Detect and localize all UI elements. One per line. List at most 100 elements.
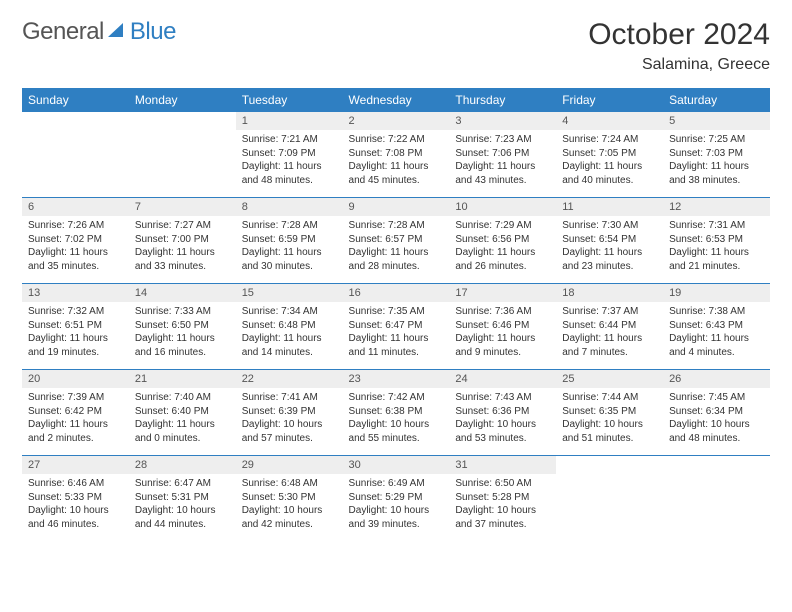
sunrise-text: Sunrise: 7:29 AM [455, 219, 550, 233]
daylight-text: and 40 minutes. [562, 174, 657, 188]
day-number: 31 [449, 456, 556, 474]
sunset-text: Sunset: 7:08 PM [349, 147, 444, 161]
daylight-text: and 19 minutes. [28, 346, 123, 360]
sunset-text: Sunset: 7:09 PM [242, 147, 337, 161]
day-number: 5 [663, 112, 770, 130]
daylight-text: Daylight: 10 hours [28, 504, 123, 518]
day-number [22, 112, 129, 130]
location-label: Salamina, Greece [588, 56, 770, 74]
sunrise-text: Sunrise: 7:31 AM [669, 219, 764, 233]
daylight-text: and 51 minutes. [562, 432, 657, 446]
day-number: 23 [343, 370, 450, 388]
day-cell: Sunrise: 6:48 AMSunset: 5:30 PMDaylight:… [236, 474, 343, 541]
weekday-header: Saturday [663, 89, 770, 112]
calendar-table: Sunday Monday Tuesday Wednesday Thursday… [22, 88, 770, 541]
sunrise-text: Sunrise: 7:24 AM [562, 133, 657, 147]
sunset-text: Sunset: 6:48 PM [242, 319, 337, 333]
day-number: 11 [556, 198, 663, 216]
day-cell: Sunrise: 7:34 AMSunset: 6:48 PMDaylight:… [236, 302, 343, 369]
daylight-text: and 16 minutes. [135, 346, 230, 360]
daylight-text: and 45 minutes. [349, 174, 444, 188]
day-cell: Sunrise: 7:42 AMSunset: 6:38 PMDaylight:… [343, 388, 450, 455]
sunset-text: Sunset: 5:28 PM [455, 491, 550, 505]
daylight-text: and 39 minutes. [349, 518, 444, 532]
daylight-text: and 28 minutes. [349, 260, 444, 274]
sunset-text: Sunset: 6:38 PM [349, 405, 444, 419]
day-cell: Sunrise: 7:27 AMSunset: 7:00 PMDaylight:… [129, 216, 236, 283]
day-number: 24 [449, 370, 556, 388]
sunset-text: Sunset: 5:31 PM [135, 491, 230, 505]
daynum-row: 13141516171819 [22, 284, 770, 303]
day-number: 25 [556, 370, 663, 388]
sunset-text: Sunset: 6:35 PM [562, 405, 657, 419]
day-number: 18 [556, 284, 663, 302]
day-number: 9 [343, 198, 450, 216]
sunset-text: Sunset: 7:06 PM [455, 147, 550, 161]
day-number: 14 [129, 284, 236, 302]
sunrise-text: Sunrise: 7:44 AM [562, 391, 657, 405]
sunrise-text: Sunrise: 7:27 AM [135, 219, 230, 233]
day-cell: Sunrise: 7:41 AMSunset: 6:39 PMDaylight:… [236, 388, 343, 455]
daylight-text: Daylight: 11 hours [135, 246, 230, 260]
daylight-text: and 2 minutes. [28, 432, 123, 446]
sunset-text: Sunset: 6:34 PM [669, 405, 764, 419]
daylight-text: Daylight: 10 hours [135, 504, 230, 518]
sunset-text: Sunset: 6:56 PM [455, 233, 550, 247]
day-number: 8 [236, 198, 343, 216]
daylight-text: and 43 minutes. [455, 174, 550, 188]
day-cell [129, 130, 236, 196]
sunrise-text: Sunrise: 7:28 AM [349, 219, 444, 233]
sunrise-text: Sunrise: 7:22 AM [349, 133, 444, 147]
daylight-text: Daylight: 11 hours [135, 418, 230, 432]
day-cell: Sunrise: 7:21 AMSunset: 7:09 PMDaylight:… [236, 130, 343, 197]
sunrise-text: Sunrise: 7:30 AM [562, 219, 657, 233]
day-cell: Sunrise: 7:31 AMSunset: 6:53 PMDaylight:… [663, 216, 770, 283]
daylight-text: Daylight: 11 hours [28, 332, 123, 346]
sunset-text: Sunset: 6:50 PM [135, 319, 230, 333]
sunset-text: Sunset: 6:39 PM [242, 405, 337, 419]
daylight-text: and 26 minutes. [455, 260, 550, 274]
day-number: 10 [449, 198, 556, 216]
daylight-text: and 48 minutes. [669, 432, 764, 446]
day-number: 21 [129, 370, 236, 388]
daylight-text: Daylight: 11 hours [669, 246, 764, 260]
sunrise-text: Sunrise: 7:43 AM [455, 391, 550, 405]
daylight-text: Daylight: 11 hours [28, 418, 123, 432]
day-number: 17 [449, 284, 556, 302]
day-cell: Sunrise: 7:40 AMSunset: 6:40 PMDaylight:… [129, 388, 236, 455]
sunset-text: Sunset: 6:53 PM [669, 233, 764, 247]
daybody-row: Sunrise: 7:26 AMSunset: 7:02 PMDaylight:… [22, 216, 770, 284]
day-cell: Sunrise: 6:47 AMSunset: 5:31 PMDaylight:… [129, 474, 236, 541]
sunrise-text: Sunrise: 7:40 AM [135, 391, 230, 405]
sunrise-text: Sunrise: 7:32 AM [28, 305, 123, 319]
weekday-header-row: Sunday Monday Tuesday Wednesday Thursday… [22, 89, 770, 112]
daylight-text: and 21 minutes. [669, 260, 764, 274]
sunrise-text: Sunrise: 7:38 AM [669, 305, 764, 319]
sunset-text: Sunset: 6:43 PM [669, 319, 764, 333]
sunset-text: Sunset: 6:46 PM [455, 319, 550, 333]
sunrise-text: Sunrise: 7:39 AM [28, 391, 123, 405]
day-cell: Sunrise: 7:23 AMSunset: 7:06 PMDaylight:… [449, 130, 556, 197]
sail-icon [106, 20, 126, 45]
daylight-text: Daylight: 11 hours [562, 160, 657, 174]
sunset-text: Sunset: 6:42 PM [28, 405, 123, 419]
day-cell: Sunrise: 7:30 AMSunset: 6:54 PMDaylight:… [556, 216, 663, 283]
day-cell [663, 474, 770, 540]
daybody-row: Sunrise: 7:21 AMSunset: 7:09 PMDaylight:… [22, 130, 770, 198]
daylight-text: Daylight: 10 hours [455, 418, 550, 432]
daylight-text: Daylight: 10 hours [242, 504, 337, 518]
sunrise-text: Sunrise: 7:34 AM [242, 305, 337, 319]
daylight-text: Daylight: 11 hours [28, 246, 123, 260]
daylight-text: Daylight: 11 hours [242, 160, 337, 174]
daybody-row: Sunrise: 6:46 AMSunset: 5:33 PMDaylight:… [22, 474, 770, 541]
day-cell: Sunrise: 7:26 AMSunset: 7:02 PMDaylight:… [22, 216, 129, 283]
daylight-text: and 9 minutes. [455, 346, 550, 360]
daylight-text: and 30 minutes. [242, 260, 337, 274]
brand-logo: General Blue [22, 18, 176, 46]
sunset-text: Sunset: 6:36 PM [455, 405, 550, 419]
day-number: 26 [663, 370, 770, 388]
daylight-text: Daylight: 11 hours [349, 246, 444, 260]
day-cell: Sunrise: 6:49 AMSunset: 5:29 PMDaylight:… [343, 474, 450, 541]
daylight-text: and 0 minutes. [135, 432, 230, 446]
daylight-text: Daylight: 10 hours [669, 418, 764, 432]
